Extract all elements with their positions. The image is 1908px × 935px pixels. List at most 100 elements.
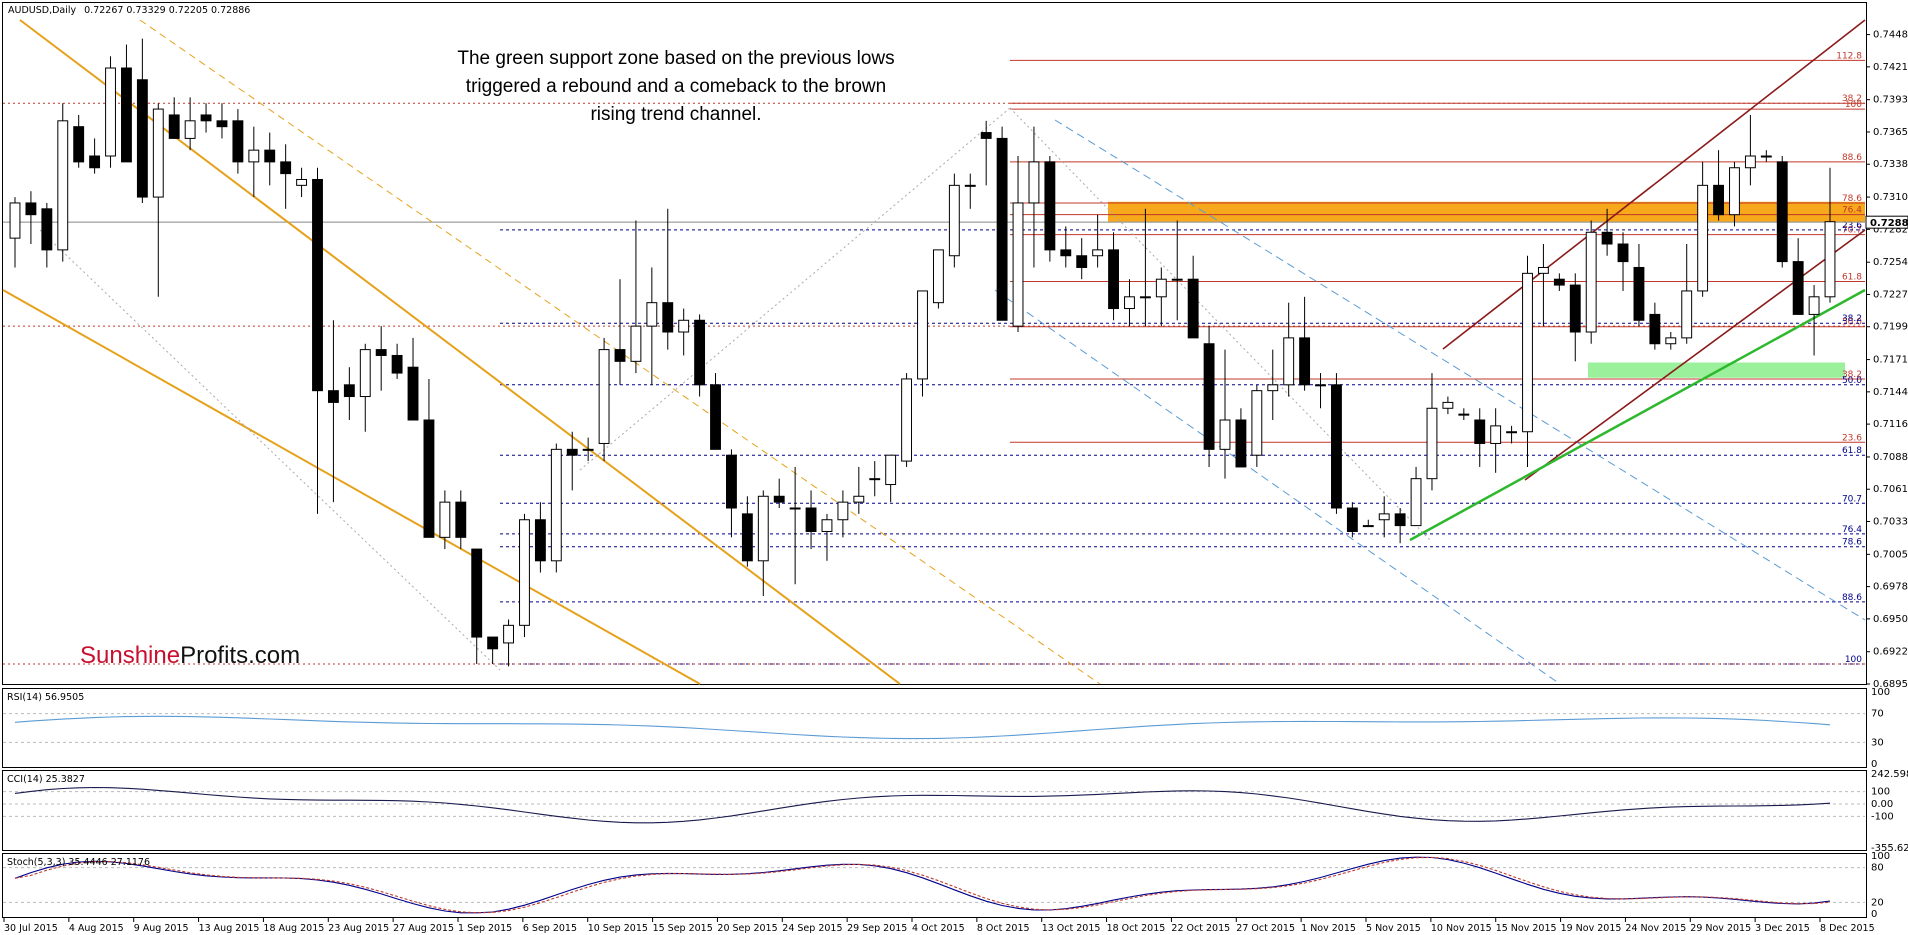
candle-body [710, 384, 721, 450]
date-label: 6 Sep 2015 [523, 923, 577, 934]
cci-level-label: 242.5981 [1871, 769, 1908, 780]
date-label: 20 Sep 2015 [717, 923, 777, 934]
candle-body [375, 349, 387, 356]
candle-body [996, 137, 1008, 321]
candle-body [1251, 390, 1263, 456]
candle-body [1171, 278, 1183, 281]
date-label: 15 Sep 2015 [653, 923, 713, 934]
candle-body [1108, 249, 1119, 310]
candle-body [932, 249, 944, 304]
candle-body [678, 319, 690, 333]
candle-body [1362, 525, 1374, 528]
candle-body [1729, 167, 1740, 216]
candle-body [821, 519, 833, 532]
candle-body [1776, 161, 1788, 263]
date-label: 27 Oct 2015 [1236, 923, 1295, 934]
candle-body [1442, 401, 1454, 409]
date-label: 29 Sep 2015 [847, 923, 907, 934]
date-label: 15 Nov 2015 [1496, 923, 1557, 934]
date-label: 19 Nov 2015 [1561, 923, 1622, 934]
candle-body [1044, 161, 1056, 251]
candle-body [503, 624, 514, 644]
candle-body [1474, 419, 1486, 444]
candle-body [296, 178, 308, 186]
stoch-level-label: 100 [1871, 851, 1890, 862]
orange-resistance-zone [1108, 201, 1865, 222]
candle-body [1203, 343, 1215, 450]
date-label: 13 Aug 2015 [199, 923, 260, 934]
candle-body [407, 366, 419, 421]
grey-dotted-line-c [1009, 107, 1431, 541]
current-price-badge [1865, 215, 1908, 229]
date-label: 22 Oct 2015 [1171, 923, 1230, 934]
candle-body [630, 325, 642, 362]
rsi-line [14, 715, 1831, 740]
annotation-line-1: The green support zone based on the prev… [457, 48, 894, 69]
fib-blue-label: 23.6 [1842, 221, 1862, 231]
candle-body [1665, 337, 1677, 345]
price-tick-label: 0.70335 [1873, 516, 1908, 527]
fib-red-label: 78.6 [1842, 194, 1862, 204]
stoch-level-label: 20 [1871, 897, 1884, 908]
candle-body [41, 208, 53, 251]
candle-body [1028, 161, 1040, 204]
candle-body [264, 149, 276, 163]
stoch-panel [2, 853, 1867, 918]
rsi-level-label: 70 [1871, 709, 1884, 720]
candle-body [726, 454, 737, 509]
fib-red-label: 100 [1845, 100, 1862, 110]
fib-blue-label: 38.2 [1842, 314, 1862, 324]
candle-body [439, 501, 451, 538]
candle-body [1187, 278, 1199, 339]
price-tick-label: 0.74485 [1873, 30, 1908, 41]
candle-body [1585, 231, 1597, 333]
candle-body [1681, 290, 1693, 339]
date-label: 8 Oct 2015 [977, 923, 1030, 934]
candle-body [423, 419, 435, 538]
candle-body [901, 378, 913, 462]
date-label: 23 Aug 2015 [328, 923, 389, 934]
date-label: 4 Oct 2015 [912, 923, 965, 934]
candle-body [1267, 384, 1279, 392]
fib-blue-label: 50.0 [1842, 376, 1862, 386]
candle-body [1426, 407, 1438, 480]
orange-dashed-line [139, 19, 1101, 685]
date-label: 9 Aug 2015 [134, 923, 189, 934]
candle-body [805, 507, 817, 532]
candle-body [1283, 337, 1295, 386]
price-tick-label: 0.72825 [1873, 224, 1908, 235]
grey-dotted-line-a [39, 229, 501, 671]
candle-body [948, 184, 960, 257]
candle-body [1744, 155, 1756, 169]
date-label: 18 Aug 2015 [263, 923, 324, 934]
candle-body [1617, 243, 1629, 263]
candle-body [789, 507, 801, 510]
cci-label: CCI(14) 25.3827 [7, 774, 85, 785]
candle-body [248, 149, 260, 163]
candle-body [1458, 413, 1470, 416]
orange-downtrend-line [19, 19, 901, 685]
candle-body [885, 454, 897, 486]
candle-body [1219, 419, 1231, 450]
candle-body [869, 478, 881, 481]
date-label: 24 Sep 2015 [782, 923, 842, 934]
fib-red-label: 23.6 [1842, 433, 1862, 443]
chart-symbol-header: AUDUSD,Daily 0.72267 0.73329 0.72205 0.72… [8, 5, 250, 16]
candle-body [1537, 266, 1549, 274]
price-tick-label: 0.69505 [1873, 614, 1908, 625]
price-tick-label: 0.70885 [1873, 452, 1908, 463]
fib-blue-label: 100 [1845, 655, 1862, 665]
candle-body [1155, 278, 1167, 298]
candle-body [121, 67, 132, 163]
candle-body [343, 384, 355, 398]
green-support-line [1409, 288, 1866, 542]
candle-body [1235, 419, 1247, 468]
blue-dashed-line-upper [1054, 119, 1866, 621]
date-label: 30 Jul 2015 [4, 923, 58, 934]
